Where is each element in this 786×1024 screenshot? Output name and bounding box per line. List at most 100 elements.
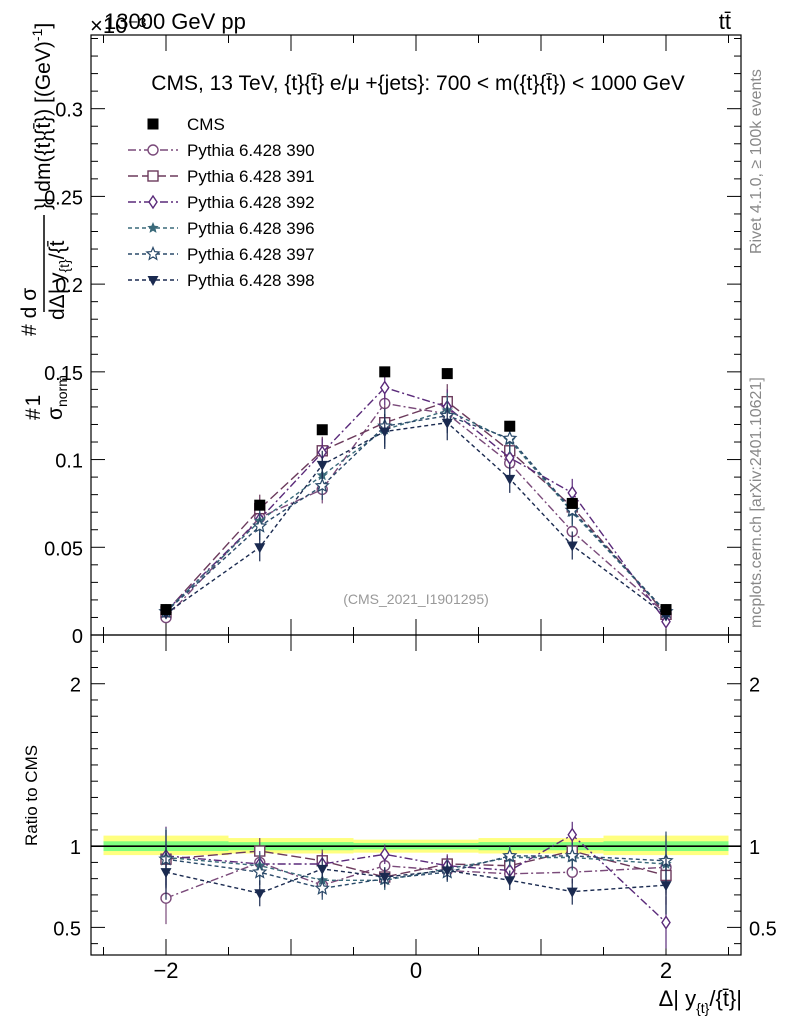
ratio-xtick-label: 2 <box>660 958 672 983</box>
series-pythia-6-428-398 <box>160 405 672 622</box>
main-ytick-label: 0.25 <box>44 187 83 209</box>
svg-text:}| dm({t}{t̄}) [(GeV)-1]: }| dm({t}{t̄}) [(GeV)-1] <box>29 23 55 210</box>
ratio-data-point <box>314 880 330 896</box>
data-point <box>252 518 268 533</box>
ratio-data-point <box>504 876 516 887</box>
ratio-data-point <box>379 847 390 862</box>
ratio-y-axis-label: Ratio to CMS <box>22 745 41 846</box>
xlabel-part-c: /{t̄}| <box>709 986 742 1011</box>
xlabel-part-b: {t} <box>696 1000 710 1016</box>
ratio-data-point <box>254 889 266 900</box>
header-left-title: 13000 GeV pp <box>104 9 246 34</box>
data-point <box>254 499 266 511</box>
main-panel: 0 0.05 0.1 0.15 0.2 0.25 0.3 CMS, 13 TeV, {t}{… <box>44 34 742 648</box>
ratio-data-point <box>564 847 580 863</box>
ratio-series-line <box>165 855 667 890</box>
x-axis-label: Δ| y{t}/{t̄}| <box>659 986 742 1016</box>
data-point <box>504 420 516 432</box>
svg-text:#1: #1 <box>22 395 45 420</box>
main-ytick-label: 0.2 <box>55 275 83 297</box>
legend: CMS Pythia 6.428 390 Pythia 6.428 391 Pythi… <box>128 115 315 290</box>
ratio-data-point <box>566 887 578 898</box>
ratio-ytick-label-right: 0.5 <box>749 918 777 940</box>
series-pythia-6-428-397 <box>158 398 674 619</box>
main-ytick-label: 0.1 <box>55 451 83 473</box>
data-point <box>160 604 172 616</box>
legend-label: Pythia 6.428 392 <box>187 193 315 212</box>
ylabel-part-a: # <box>22 408 45 420</box>
ratio-xtick-label: −2 <box>153 958 178 983</box>
data-point <box>441 418 453 429</box>
ratio-ticks: 0.5 0.5 1 1 2 2 −2 0 2 <box>53 635 777 983</box>
ratio-series-line <box>165 833 667 924</box>
main-series <box>158 366 674 629</box>
ylabel-part-c: σ <box>44 407 67 420</box>
ratio-ytick-label-right: 2 <box>749 675 760 697</box>
data-point <box>254 543 266 554</box>
header-right-title: tt̄ <box>719 9 731 34</box>
legend-entry: Pythia 6.428 398 <box>128 271 315 290</box>
legend-label: Pythia 6.428 391 <box>187 167 315 186</box>
legend-marker <box>147 118 159 130</box>
ratio-series-line <box>165 850 667 878</box>
legend-entry: Pythia 6.428 391 <box>128 167 315 186</box>
data-point <box>379 380 390 395</box>
ylabel-part-b: 1 <box>22 395 45 407</box>
legend-label: Pythia 6.428 398 <box>187 271 315 290</box>
watermark: (CMS_2021_I1901295) <box>343 591 489 607</box>
series-line <box>165 409 667 613</box>
main-ytick-label: 0.3 <box>55 100 83 122</box>
ylabel-part-i: /{t̄ <box>46 240 69 259</box>
ratio-series <box>158 821 674 949</box>
ratio-series-pythia-6-428-398 <box>160 844 672 915</box>
ratio-data-point <box>660 881 672 892</box>
legend-entry: Pythia 6.428 396 <box>128 219 315 238</box>
ylabel-part-g: dΔ| y <box>46 272 69 320</box>
ratio-data-point <box>316 864 328 875</box>
main-ytick-label: 0.15 <box>44 363 83 385</box>
data-point <box>502 430 518 446</box>
data-point <box>566 541 578 552</box>
ratio-bands <box>91 835 741 856</box>
legend-entry: Pythia 6.428 397 <box>128 245 315 264</box>
legend-marker <box>147 276 159 286</box>
xlabel-part-a: Δ| y <box>659 986 697 1011</box>
data-point <box>504 450 515 466</box>
data-point <box>660 604 672 616</box>
legend-label: Pythia 6.428 396 <box>187 219 315 238</box>
ylabel-part-h: {t} <box>56 259 72 273</box>
legend-label: Pythia 6.428 397 <box>187 245 315 264</box>
data-point <box>379 366 391 378</box>
data-point <box>661 614 671 629</box>
series-line <box>165 414 667 613</box>
main-ytick-label: 0.05 <box>44 538 83 560</box>
ylabel-part-e: # <box>18 324 41 336</box>
svg-text:#d σ: # d σ <box>18 288 41 336</box>
legend-marker <box>148 194 158 210</box>
svg-text:dΔ| y{t}/{t̄: dΔ| y{t}/{t̄ <box>46 240 72 320</box>
legend-label: CMS <box>187 115 225 134</box>
data-point <box>566 497 578 509</box>
ratio-data-point <box>502 847 518 863</box>
legend-marker <box>147 144 159 156</box>
ratio-data-point <box>252 864 268 879</box>
ratio-data-point <box>441 866 453 877</box>
data-point <box>316 424 328 436</box>
data-point <box>314 477 330 493</box>
main-ticks: 0 0.05 0.1 0.15 0.2 0.25 0.3 <box>44 35 741 648</box>
main-title: CMS, 13 TeV, {t}{t̄} e/μ +{jets}: 700 < … <box>151 72 684 95</box>
legend-marker <box>147 170 159 182</box>
ratio-ytick-label: 0.5 <box>53 918 81 940</box>
data-point <box>379 427 391 438</box>
ylabel-part-d: norm <box>54 375 70 407</box>
ratio-data-point <box>160 868 172 879</box>
series-line <box>165 402 667 619</box>
ratio-ytick-label: 2 <box>70 675 81 697</box>
rivet-label: Rivet 4.1.0, ≥ 100k events <box>748 69 765 254</box>
multiplier-label: ×10⁻³ <box>90 13 146 38</box>
series-pythia-6-428-396 <box>160 392 672 618</box>
main-ytick-label: 0 <box>72 626 83 648</box>
ratio-series-line <box>165 856 667 881</box>
series-line <box>165 421 667 617</box>
ylabel-part-f: d σ <box>18 288 41 319</box>
